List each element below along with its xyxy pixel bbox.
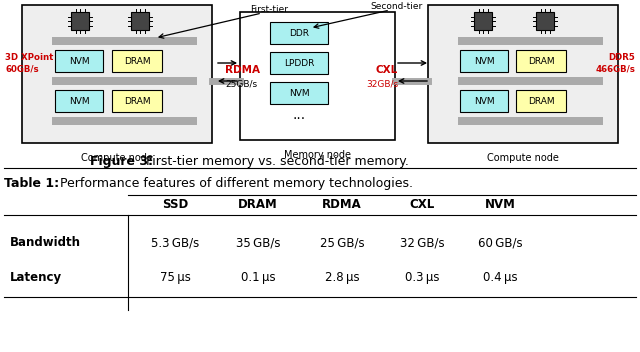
Bar xyxy=(131,12,149,30)
Text: 3D XPoint
60GB/s: 3D XPoint 60GB/s xyxy=(5,52,53,74)
Text: 25 GB/s: 25 GB/s xyxy=(320,237,364,250)
Text: NVM: NVM xyxy=(289,88,309,98)
Text: LPDDR: LPDDR xyxy=(284,58,314,68)
Text: DRAM: DRAM xyxy=(528,96,554,106)
Bar xyxy=(458,37,603,45)
Text: 2.8 μs: 2.8 μs xyxy=(324,271,359,284)
Bar xyxy=(52,77,197,85)
Text: Compute node: Compute node xyxy=(81,153,153,163)
Text: 0.4 μs: 0.4 μs xyxy=(483,271,517,284)
Text: Memory node: Memory node xyxy=(284,150,351,160)
Text: RDMA: RDMA xyxy=(322,199,362,212)
Bar xyxy=(55,90,103,112)
Text: NVM: NVM xyxy=(474,96,494,106)
Text: NVM: NVM xyxy=(474,57,494,65)
Bar xyxy=(460,90,508,112)
Bar xyxy=(536,12,554,30)
Text: 32GB/s: 32GB/s xyxy=(366,80,398,88)
Bar xyxy=(112,50,162,72)
Text: Figure 3:: Figure 3: xyxy=(90,155,153,168)
Text: 60 GB/s: 60 GB/s xyxy=(477,237,522,250)
Text: 25GB/s: 25GB/s xyxy=(225,80,257,88)
Text: First-tier memory vs. second-tier memory.: First-tier memory vs. second-tier memory… xyxy=(142,155,409,168)
Text: NVM: NVM xyxy=(68,57,90,65)
Text: 5.3 GB/s: 5.3 GB/s xyxy=(151,237,199,250)
Text: 75 μs: 75 μs xyxy=(159,271,191,284)
Bar xyxy=(71,12,89,30)
Bar xyxy=(270,22,328,44)
Bar xyxy=(52,37,197,45)
Text: First-tier: First-tier xyxy=(250,5,288,14)
Text: RDMA: RDMA xyxy=(225,65,260,75)
Bar xyxy=(458,117,603,125)
Text: Table 1:: Table 1: xyxy=(4,177,59,190)
Bar xyxy=(460,50,508,72)
Text: NVM: NVM xyxy=(484,199,515,212)
Text: 32 GB/s: 32 GB/s xyxy=(400,237,444,250)
Bar xyxy=(22,5,212,143)
Text: CXL: CXL xyxy=(410,199,435,212)
Bar xyxy=(458,77,603,85)
Text: NVM: NVM xyxy=(68,96,90,106)
Bar xyxy=(270,52,328,74)
Text: 0.3 μs: 0.3 μs xyxy=(404,271,439,284)
Text: DRAM: DRAM xyxy=(528,57,554,65)
Text: Bandwidth: Bandwidth xyxy=(10,237,81,250)
Bar xyxy=(516,50,566,72)
Text: ...: ... xyxy=(292,108,305,122)
Text: DRAM: DRAM xyxy=(124,96,150,106)
Bar xyxy=(474,12,492,30)
Bar xyxy=(52,117,197,125)
Text: Compute node: Compute node xyxy=(487,153,559,163)
Text: Performance features of different memory technologies.: Performance features of different memory… xyxy=(52,177,413,190)
Text: DDR5
466GB/s: DDR5 466GB/s xyxy=(595,52,635,74)
Text: Second-tier: Second-tier xyxy=(370,2,422,11)
Bar xyxy=(516,90,566,112)
Bar xyxy=(112,90,162,112)
Bar xyxy=(240,12,395,140)
Text: Latency: Latency xyxy=(10,271,62,284)
Text: DRAM: DRAM xyxy=(124,57,150,65)
Text: DRAM: DRAM xyxy=(238,199,278,212)
Text: 0.1 μs: 0.1 μs xyxy=(241,271,275,284)
Bar xyxy=(55,50,103,72)
Text: SSD: SSD xyxy=(162,199,188,212)
Text: CXL: CXL xyxy=(376,65,398,75)
Text: 35 GB/s: 35 GB/s xyxy=(236,237,280,250)
Bar xyxy=(270,82,328,104)
Text: DDR: DDR xyxy=(289,29,309,38)
Bar xyxy=(428,5,618,143)
